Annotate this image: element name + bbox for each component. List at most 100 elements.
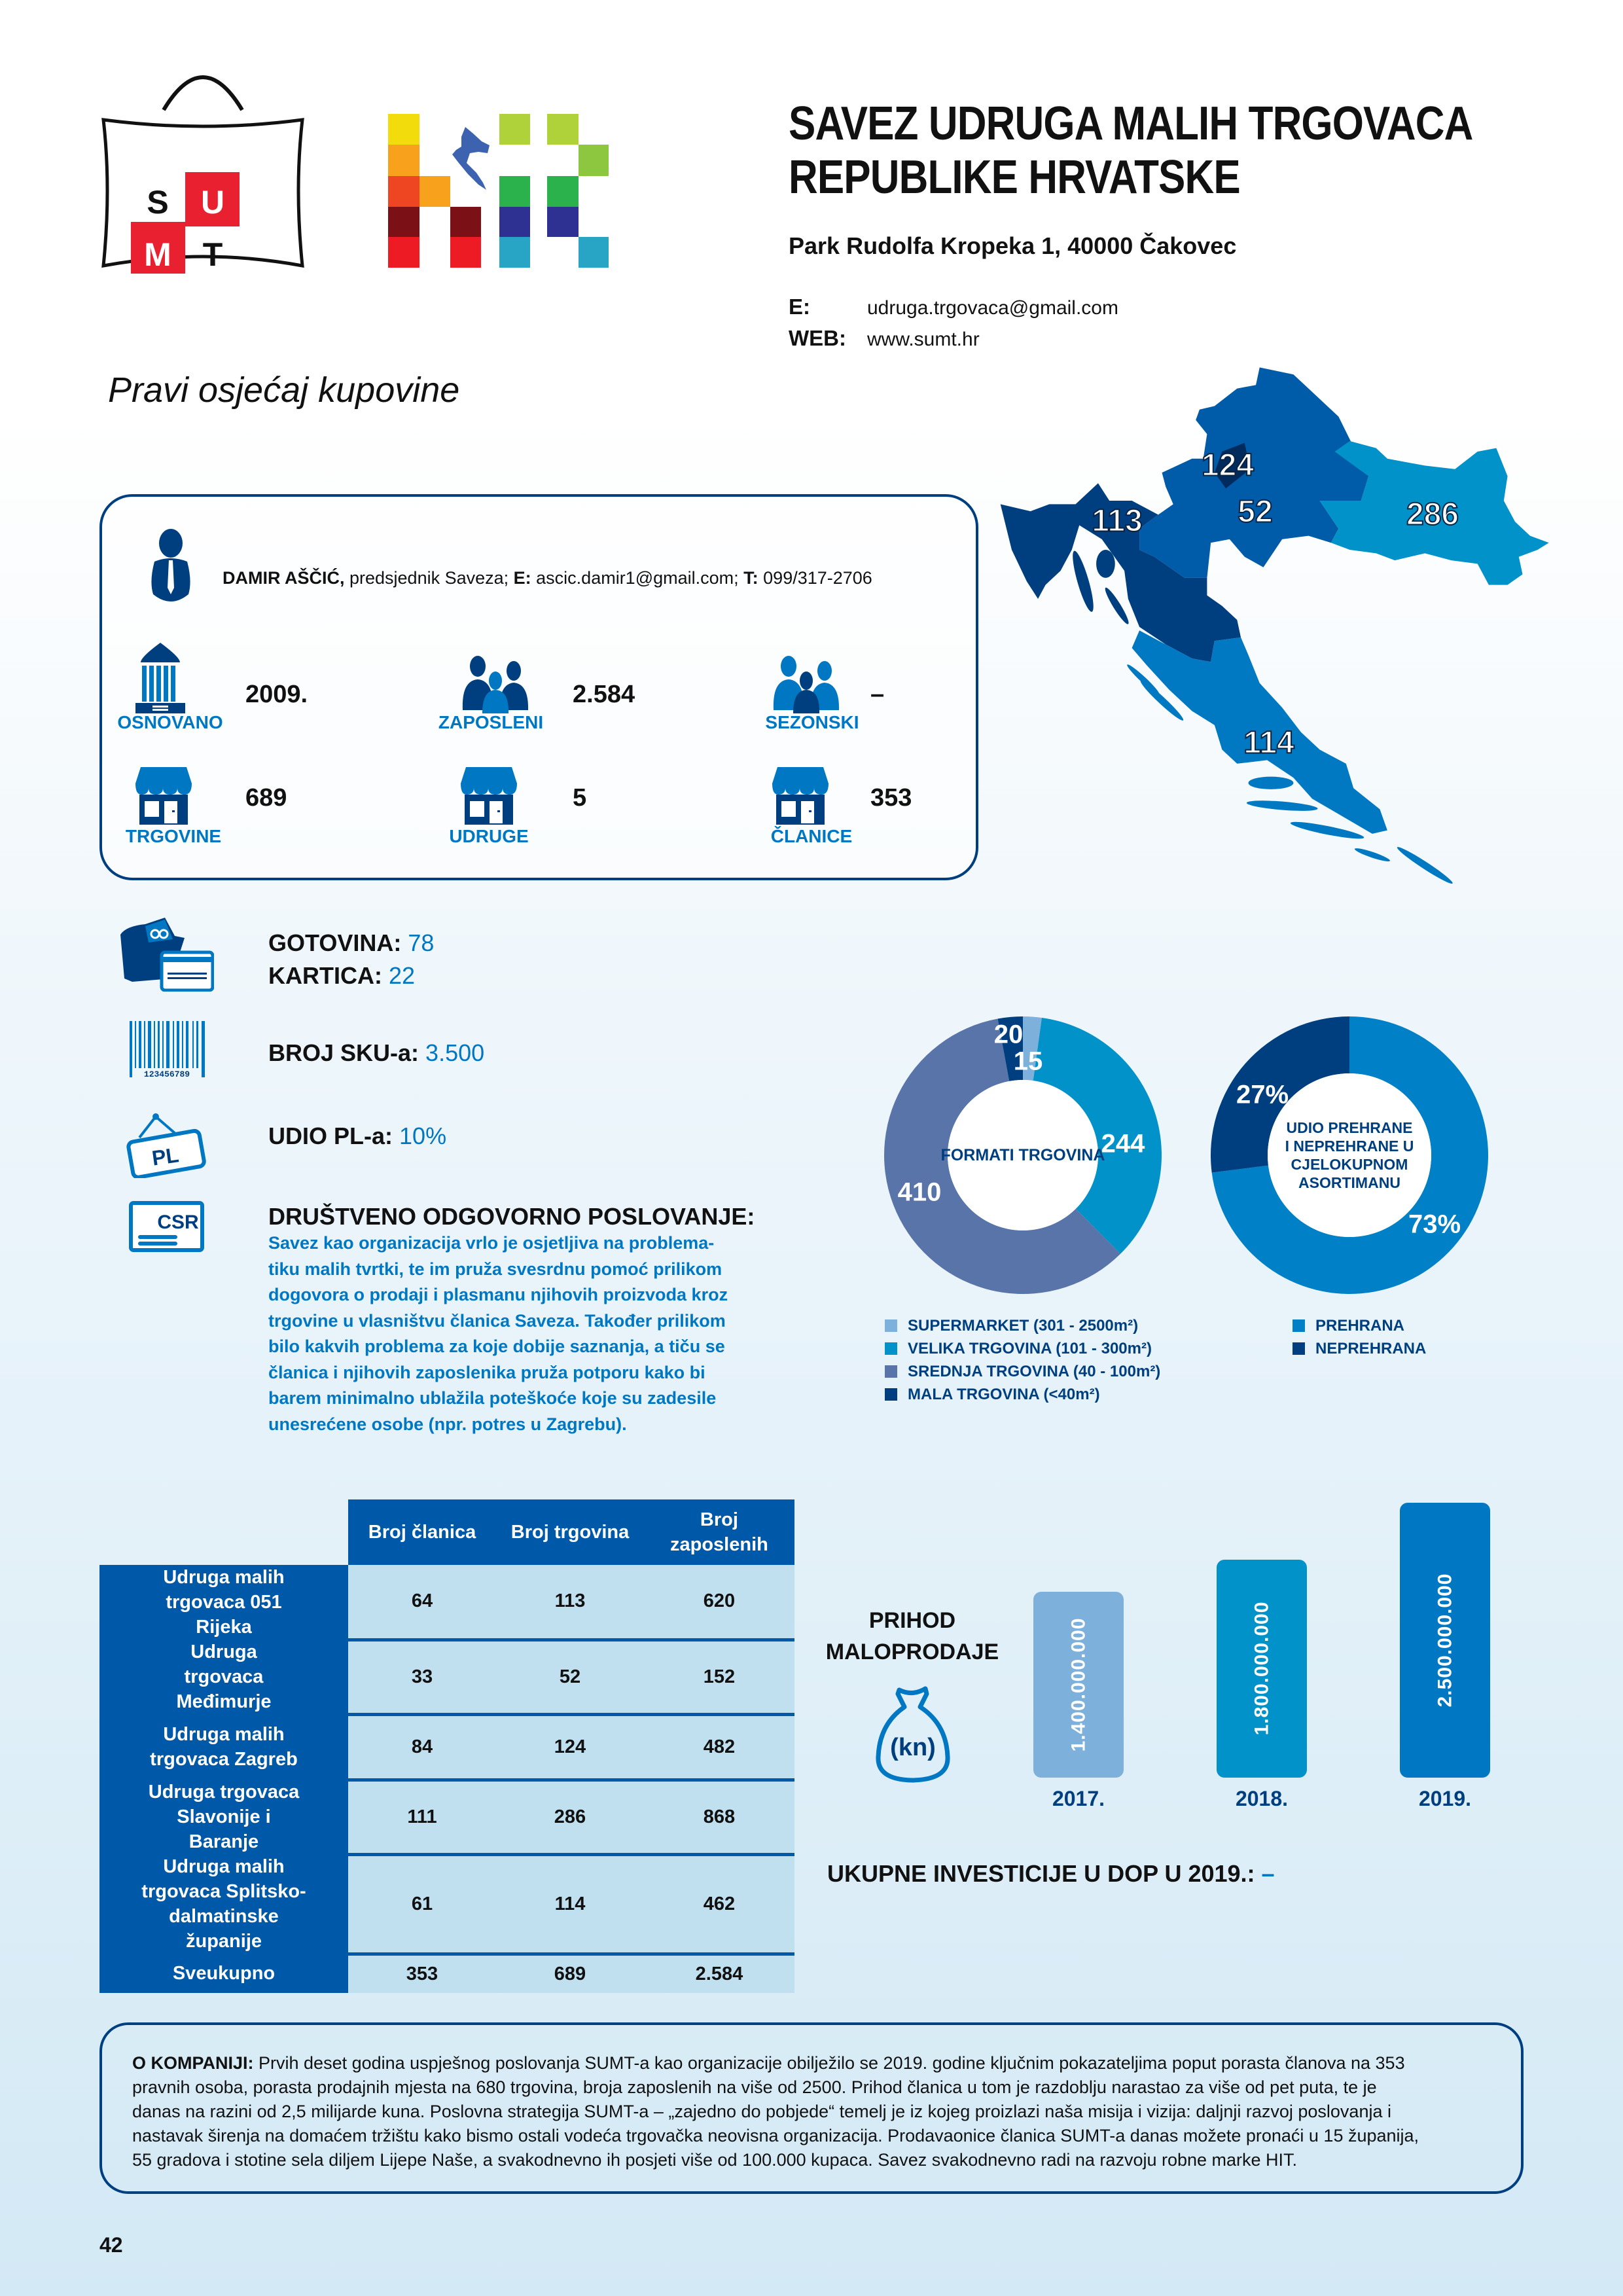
legend-label: PREHRANA: [1315, 1316, 1405, 1335]
svg-text:(kn): (kn): [890, 1734, 936, 1761]
donut-slice-mala: [997, 1016, 1023, 1081]
row-label: Sveukupno: [99, 1954, 348, 1993]
stat-value-osnovano: 2009.: [245, 681, 308, 708]
table-row: Udruga malih trgovaca Zagreb 84 124 482: [99, 1712, 794, 1780]
map-islands: [1127, 664, 1453, 884]
csr-line: tiku malih tvrtki, te im pruža svesrdnu …: [268, 1259, 722, 1279]
row-label: Udruga trgovaca Međimurje: [99, 1640, 348, 1714]
pl-sign-icon: PL: [126, 1113, 206, 1178]
map-label-zagreb: 124: [1201, 448, 1255, 484]
about-line: nastavak širenja na domaćem tržištu kako…: [132, 2126, 1419, 2145]
president-info: DAMIR AŠČIĆ, predsjednik Saveza; E: asci…: [223, 568, 872, 588]
donut-slice-velika: [1033, 1017, 1162, 1254]
legend-item: SUPERMARKET (301 - 2500m²): [885, 1314, 1160, 1337]
card-value: 22: [389, 962, 416, 989]
money-bag-icon: (kn): [876, 1686, 950, 1783]
donut-slice-prehrana: [1211, 1016, 1488, 1294]
store-formats-donut: [884, 1016, 1162, 1294]
page-number: 42: [99, 2233, 123, 2257]
table-header-row: Broj članica Broj trgovina Broj zaposlen…: [99, 1499, 794, 1565]
legend-item: SREDNJA TRGOVINA (40 - 100m²): [885, 1360, 1160, 1383]
table-total-row: Sveukupno 353 689 2.584: [99, 1952, 794, 1993]
bar-year-label: 2019.: [1418, 1787, 1472, 1810]
revenue-bar-2019: 2.500.000.000: [1400, 1503, 1490, 1778]
donut1-center-title: FORMATI TRGOVINA: [940, 1146, 1105, 1164]
donut1-label-velika: 244: [1101, 1129, 1145, 1158]
bar-value-label: 1.400.000.000: [1067, 1617, 1090, 1752]
about-label: O KOMPANIJI:: [132, 2053, 254, 2073]
pl-label: UDIO PL-a:: [268, 1122, 393, 1149]
column-header: Broj zaposlenih: [644, 1499, 794, 1565]
web-row: WEB: www.sumt.hr: [789, 326, 980, 351]
row-label: Udruga malih trgovaca Splitsko-dalmatins…: [99, 1854, 348, 1954]
pl-share: UDIO PL-a: 10%: [268, 1122, 446, 1150]
stat-label-clanice: ČLANICE: [770, 826, 853, 846]
president-name: DAMIR AŠČIĆ,: [223, 568, 345, 588]
about-line: 55 gradova i stotine sela diljem Lijepe …: [132, 2150, 1298, 2170]
investment-row: UKUPNE INVESTICIJE U DOP U 2019.: –: [827, 1860, 1275, 1888]
column-header: Broj članica: [348, 1499, 496, 1565]
table-cell: 620: [644, 1565, 794, 1640]
stat-value-zaposleni: 2.584: [573, 681, 635, 708]
table-cell: 33: [348, 1638, 496, 1714]
map-region-south: [1132, 630, 1387, 834]
table-cell: 286: [496, 1778, 644, 1854]
legend-item: VELIKA TRGOVINA (101 - 300m²): [885, 1337, 1160, 1360]
legend-label: SREDNJA TRGOVINA (40 - 100m²): [908, 1362, 1161, 1380]
hit-logo: [388, 114, 609, 268]
donut-hole: [1268, 1073, 1431, 1237]
legend-swatch: [885, 1342, 897, 1355]
csr-line: barem minimalno ublažila poteškoće koje …: [268, 1388, 717, 1408]
title-line: I NEPREHRANE U: [1285, 1138, 1414, 1155]
table-cell: 2.584: [644, 1952, 794, 1993]
table-cell: 689: [496, 1952, 644, 1993]
svg-text:123456789: 123456789: [144, 1069, 190, 1077]
revenue-title: PRIHOD MALOPRODAJE: [826, 1605, 999, 1668]
person-icon: [151, 529, 190, 601]
csr-paragraph: Savez kao organizacija vrlo je osjetljiv…: [268, 1230, 728, 1437]
title-line: REPUBLIKE HRVATSKE: [789, 151, 1241, 204]
donut2-label-prehrana: 73%: [1408, 1210, 1461, 1239]
csr-icon: CSR: [129, 1201, 204, 1252]
table-row: Udruga trgovaca Slavonije i Baranje 111 …: [99, 1778, 794, 1854]
map-region-east: [1319, 440, 1549, 585]
legend-swatch: [885, 1319, 897, 1332]
address: Park Rudolfa Kropeka 1, 40000 Čakovec: [789, 232, 1237, 259]
cash-value: 78: [408, 929, 435, 956]
donut1-label-supermarket: 15: [1013, 1047, 1043, 1076]
email-label: E:: [513, 568, 531, 588]
table-cell: 61: [348, 1852, 496, 1954]
donut2-label-neprehrana: 27%: [1236, 1080, 1289, 1109]
donut-slice-neprehrana: [1211, 1016, 1349, 1173]
email-link[interactable]: udruga.trgovaca@gmail.com: [867, 297, 1118, 319]
legend-item: MALA TRGOVINA (<40m²): [885, 1383, 1160, 1406]
stat-value-trgovine: 689: [245, 784, 287, 812]
revenue-bar-2017: 1.400.000.000: [1033, 1592, 1124, 1778]
table-cell: 152: [644, 1638, 794, 1714]
csr-line: trgovine u vlasništvu članica Saveza. Ta…: [268, 1310, 726, 1331]
row-label: Udruga malih trgovaca Zagreb: [99, 1714, 348, 1780]
about-line: danas na razini od 2,5 milijarde kuna. P…: [132, 2102, 1391, 2121]
president-role: predsjednik Saveza;: [344, 568, 514, 588]
web-link[interactable]: www.sumt.hr: [867, 329, 980, 350]
president-email[interactable]: ascic.damir1@gmail.com;: [531, 568, 744, 588]
building-icon: [135, 643, 185, 713]
tagline: Pravi osjećaj kupovine: [108, 370, 460, 410]
revenue-bar-2018: 1.800.000.000: [1217, 1559, 1307, 1778]
svg-text:T: T: [203, 236, 223, 273]
food-share-donut: [1211, 1016, 1488, 1294]
about-text: Prvih deset godina uspješnog poslovanja …: [253, 2053, 1405, 2073]
legend-label: NEPREHRANA: [1315, 1339, 1427, 1357]
donut-slice-supermarket: [1023, 1016, 1042, 1081]
table-cell: 114: [496, 1852, 644, 1954]
svg-text:U: U: [201, 184, 224, 221]
barcode-icon: 123456789: [130, 1021, 205, 1077]
table-cell: 113: [496, 1565, 644, 1640]
table-row: Udruga trgovaca Međimurje 33 52 152: [99, 1638, 794, 1714]
map-label-rijeka: 113: [1091, 503, 1143, 539]
stat-value-sezonski: –: [870, 681, 885, 708]
table-cell: 482: [644, 1712, 794, 1780]
table-cell: 868: [644, 1778, 794, 1854]
store-icon: [772, 767, 829, 825]
email-row: E: udruga.trgovaca@gmail.com: [789, 295, 1118, 319]
